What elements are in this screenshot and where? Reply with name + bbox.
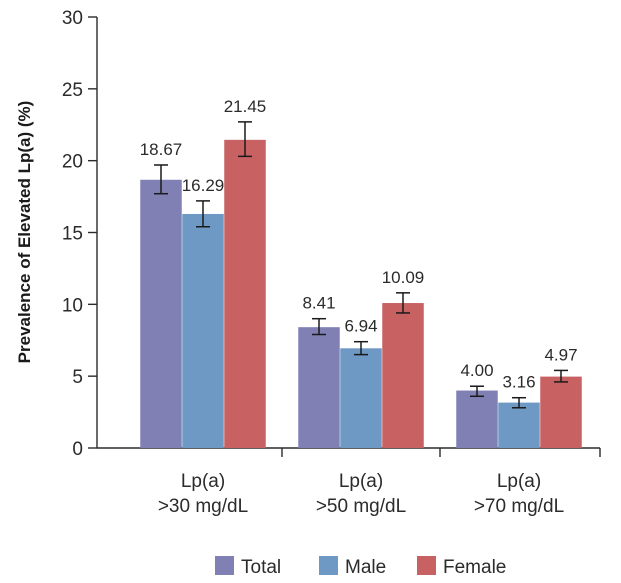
error-bar (196, 200, 210, 228)
data-label: 18.67 (140, 140, 183, 159)
legend-swatch (215, 556, 234, 575)
data-label: 4.97 (544, 345, 577, 364)
legend-item-female: Female (417, 556, 506, 578)
bar-male (340, 348, 382, 448)
error-bar (396, 292, 410, 314)
error-bar (154, 164, 168, 195)
legend-swatch (319, 556, 338, 575)
data-label: 4.00 (460, 361, 493, 380)
y-tick-label: 0 (72, 439, 83, 460)
legend-item-male: Male (319, 556, 386, 578)
bar-total (456, 390, 498, 448)
error-bar (238, 121, 252, 158)
error-bar (312, 317, 326, 336)
y-tick-label: 10 (62, 295, 83, 316)
legend: Total Male Female (215, 556, 506, 578)
y-tick-label: 30 (62, 8, 83, 29)
x-tick-label: Lp(a) >50 mg/dL (316, 471, 406, 517)
y-tick-label: 20 (62, 152, 83, 173)
y-tick-label: 15 (62, 224, 83, 245)
error-bar (512, 396, 526, 409)
x-tick-label: Lp(a) >30 mg/dL (158, 471, 248, 517)
bars: 18.67 8.41 4.00 16.29 6.94 3.16 21.45 10.09 4.97 (140, 97, 582, 448)
error-bar (354, 340, 368, 356)
data-label: 6.94 (344, 317, 377, 336)
bar-female (224, 139, 266, 448)
bar-male (498, 402, 540, 448)
error-bar (470, 385, 484, 398)
bar-female (540, 376, 582, 448)
data-label: 8.41 (302, 294, 335, 313)
bar-total (298, 327, 340, 448)
data-label: 21.45 (224, 97, 267, 116)
y-tick-label: 5 (72, 367, 83, 388)
data-label: 10.09 (382, 268, 425, 287)
legend-label: Total (241, 557, 281, 578)
y-axis-label: Prevalence of Elevated Lp(a) (%) (15, 101, 34, 364)
error-bar (554, 369, 568, 383)
x-axis: Lp(a) >30 mg/dL Lp(a) >50 mg/dL Lp(a) >70 mg/… (97, 447, 601, 517)
x-tick-label: Lp(a) >70 mg/dL (474, 471, 564, 517)
bar-total (140, 179, 182, 448)
legend-label: Male (345, 557, 386, 578)
data-label: 3.16 (502, 373, 535, 392)
bar-male (182, 213, 224, 448)
y-axis: 0 5 10 15 20 25 30 (62, 8, 98, 460)
legend-item-total: Total (215, 556, 281, 578)
legend-label: Female (443, 557, 506, 578)
bar-female (382, 303, 424, 448)
y-tick-label: 25 (62, 80, 83, 101)
data-label: 16.29 (182, 176, 225, 195)
legend-swatch (417, 556, 436, 575)
